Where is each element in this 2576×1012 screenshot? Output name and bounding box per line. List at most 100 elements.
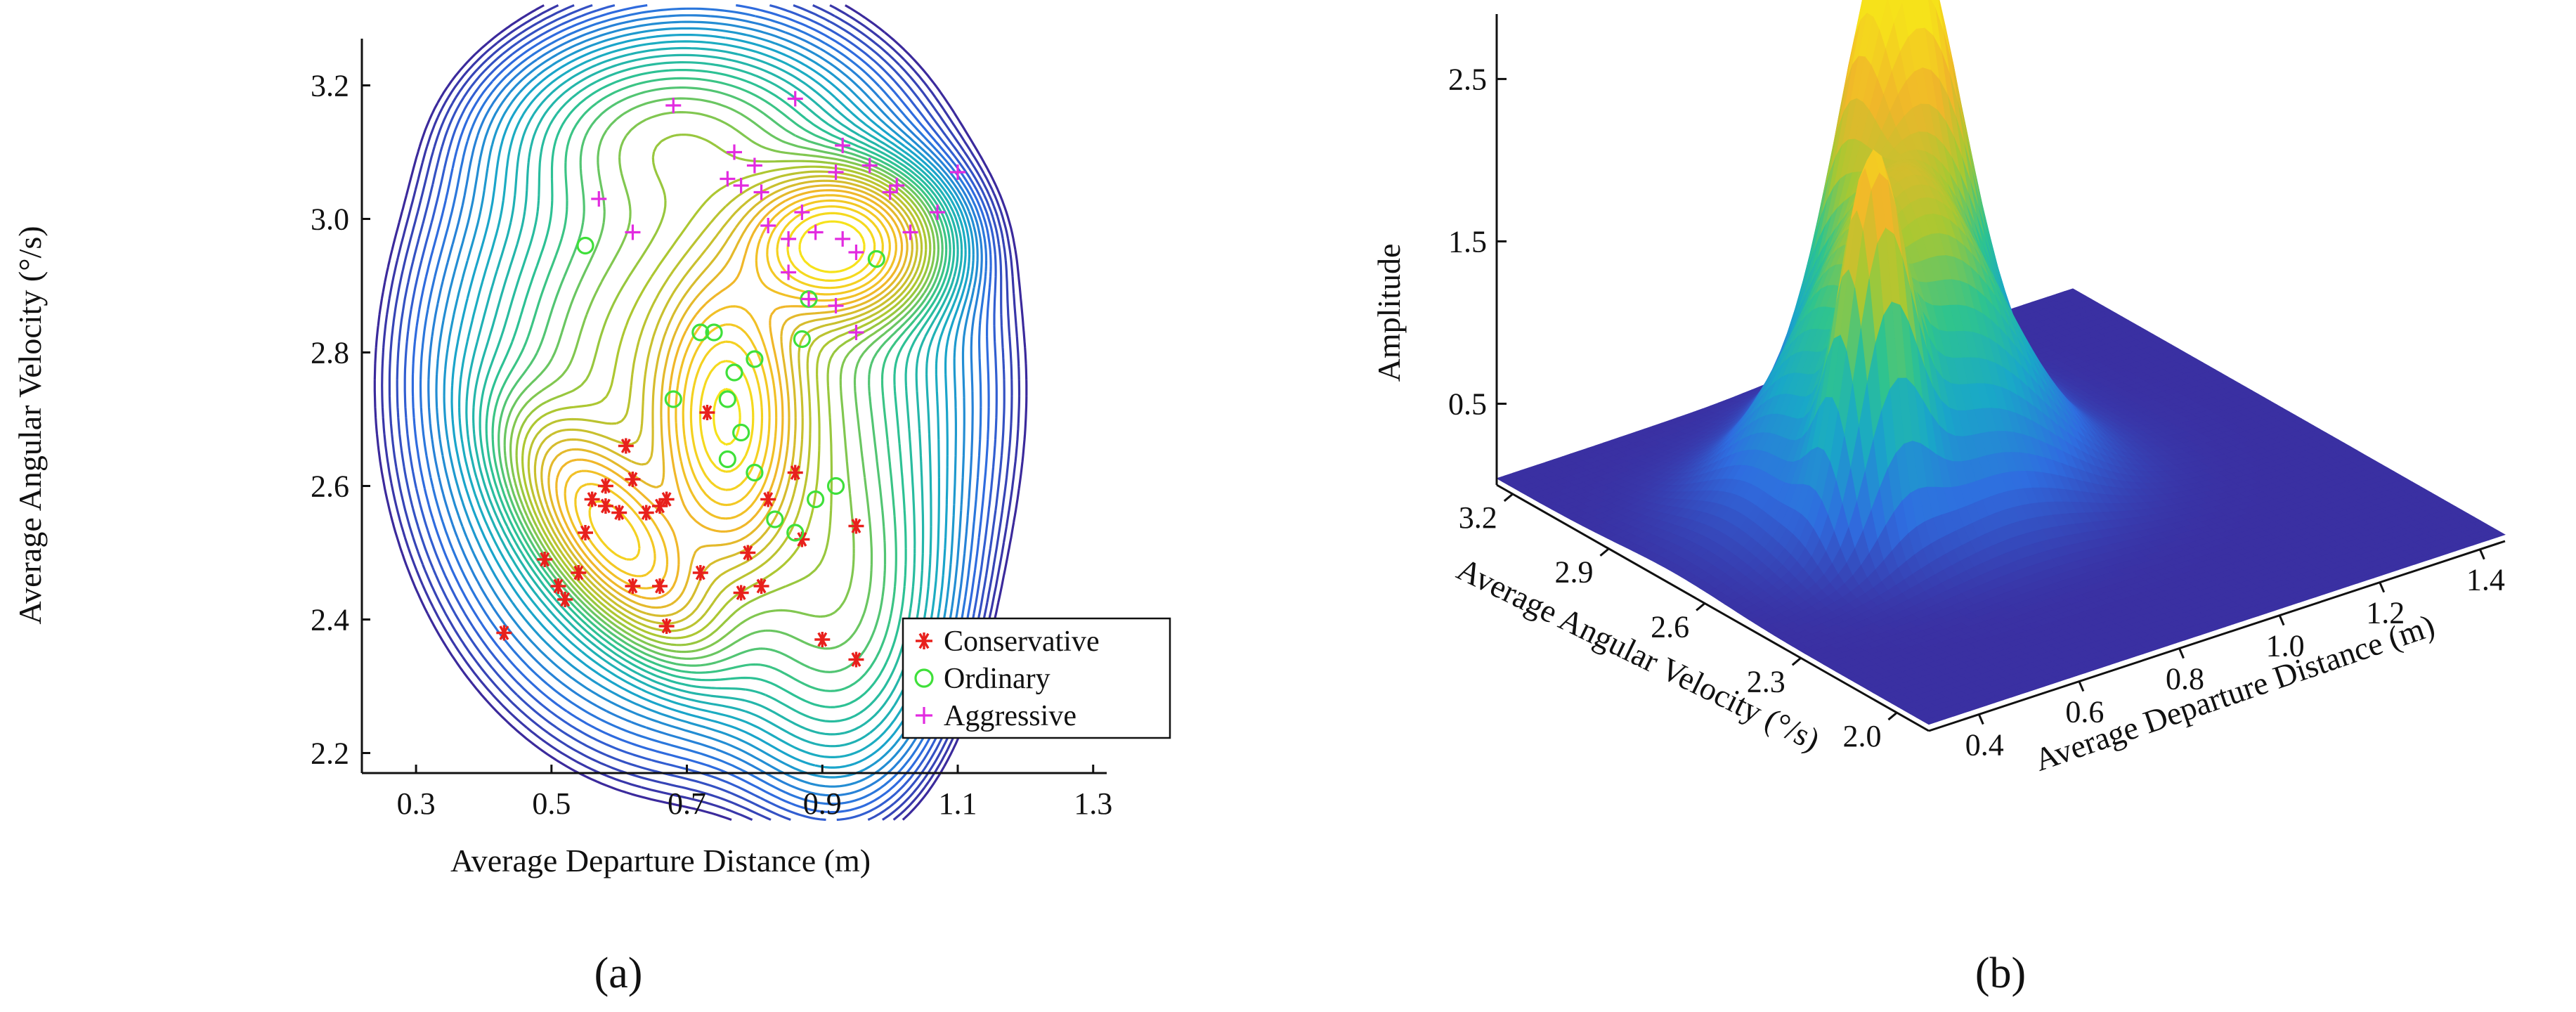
ordinary-point	[732, 423, 750, 442]
conservative-point	[692, 565, 708, 580]
contour-line	[427, 14, 983, 797]
aggressive-point	[882, 184, 898, 200]
legend-label: Ordinary	[944, 663, 1050, 695]
y-tick-label-a: 3.0	[311, 202, 349, 237]
conservative-point	[760, 491, 776, 507]
aggressive-point	[828, 164, 844, 180]
x-axis-label-a: Average Departure Distance (m)	[450, 843, 871, 878]
conservative-point	[625, 578, 641, 594]
legend: Conservative Ordinary Aggressive	[902, 617, 1171, 739]
x-tick-label-a: 0.5	[532, 786, 571, 821]
aggressive-point	[902, 224, 918, 240]
x-tick-label-a: 0.3	[397, 786, 436, 821]
aggressive-point	[787, 91, 803, 107]
legend-label: Aggressive	[944, 700, 1076, 732]
ordinary-point	[786, 524, 805, 542]
contour-line	[533, 175, 918, 625]
aggressive-point	[720, 171, 736, 187]
contour-line	[588, 205, 884, 561]
contour-line	[479, 61, 956, 723]
aggressive-point	[733, 178, 749, 193]
aggressive-point	[591, 191, 607, 207]
contour-line	[503, 97, 940, 660]
legend-entry-aggressive: Aggressive	[916, 700, 1076, 732]
conservative-point	[848, 518, 864, 534]
surface-panel: 0.51.52.50.40.60.81.01.21.42.02.32.62.93…	[1371, 0, 2506, 778]
aggressive-point	[828, 298, 844, 313]
legend-label: Conservative	[944, 625, 1100, 658]
legend-box	[902, 617, 1171, 739]
aggressive-point	[753, 184, 769, 200]
conservative-point	[658, 618, 675, 634]
aggressive-point	[794, 205, 810, 220]
ordinary-point	[766, 510, 784, 528]
conservative-point	[618, 438, 634, 454]
contour-line	[411, 4, 992, 814]
ordinary-point	[826, 476, 845, 495]
contour-line	[450, 34, 971, 769]
conservative-point	[733, 585, 749, 601]
aggressive-point	[807, 224, 824, 240]
contour-line	[497, 86, 944, 673]
legend-entry-ordinary: Ordinary	[914, 663, 1050, 695]
aggressive-point	[665, 98, 682, 113]
y-tick-label-a: 2.4	[311, 603, 349, 637]
conservative-point	[611, 505, 627, 521]
ordinary-point	[807, 490, 825, 509]
conservative-point	[625, 472, 641, 487]
conservative-point	[496, 625, 512, 641]
ordinary-point	[746, 350, 764, 368]
x-tick-label-a: 1.1	[939, 786, 977, 821]
x-tick-label-a: 1.3	[1074, 786, 1112, 821]
conservative-point	[550, 578, 566, 594]
contour-line	[491, 77, 948, 692]
x-tick-label-a: 0.9	[803, 786, 842, 821]
conservative-point	[537, 552, 553, 567]
axes-a: 0.3 0.5 0.7 0.9 1.1 1.32.22.42.62.83.03.2	[311, 39, 1112, 821]
contour-line	[555, 189, 904, 600]
aggressive-point	[930, 205, 946, 220]
contour-line	[515, 134, 932, 647]
ordinary-point	[746, 463, 764, 482]
aggressive-point	[760, 218, 776, 233]
ordinary-point	[664, 390, 682, 408]
conservative-point	[597, 478, 613, 494]
conservative-point	[787, 465, 803, 481]
contour-line	[509, 111, 936, 654]
ordinary-point	[867, 249, 885, 268]
conservative-point	[652, 498, 668, 514]
contour-line	[419, 7, 988, 805]
conservative-point	[557, 592, 573, 607]
y-tick-label-a: 2.8	[311, 336, 349, 370]
contour-line	[574, 199, 891, 578]
x-tick-label-a: 0.7	[668, 786, 706, 821]
aggressive-point	[950, 164, 965, 180]
aggressive-point	[727, 144, 742, 160]
aggressive-point	[848, 245, 864, 260]
aggressive-point	[781, 231, 797, 247]
legend-entry-conservative: Conservative	[916, 625, 1100, 658]
ordinary-point	[705, 323, 723, 342]
ordinary-point	[718, 390, 736, 408]
conservative-point	[753, 578, 769, 594]
contour-line	[540, 179, 913, 617]
aggressive-point	[889, 178, 905, 193]
contour-line	[472, 53, 959, 736]
ordinary-point	[793, 330, 811, 349]
contour-line	[527, 170, 923, 632]
contour-line	[465, 46, 963, 748]
amplitude-surface	[1496, 0, 2506, 725]
conservative-point	[740, 545, 756, 561]
ordinary-point	[691, 323, 710, 342]
contour-line	[485, 69, 951, 708]
y-tick-label-a: 2.2	[311, 737, 349, 771]
conservative-point	[597, 498, 613, 514]
aggressive-point	[781, 264, 797, 280]
conservative-point	[699, 405, 715, 420]
conservative-point	[571, 565, 587, 580]
aggressive-point	[625, 224, 641, 240]
y-tick-label-a: 3.2	[311, 69, 349, 103]
conservative-point	[578, 525, 593, 540]
contour-panel: 0.3 0.5 0.7 0.9 1.1 1.32.22.42.62.83.03.2 Ave…	[12, 4, 1171, 878]
